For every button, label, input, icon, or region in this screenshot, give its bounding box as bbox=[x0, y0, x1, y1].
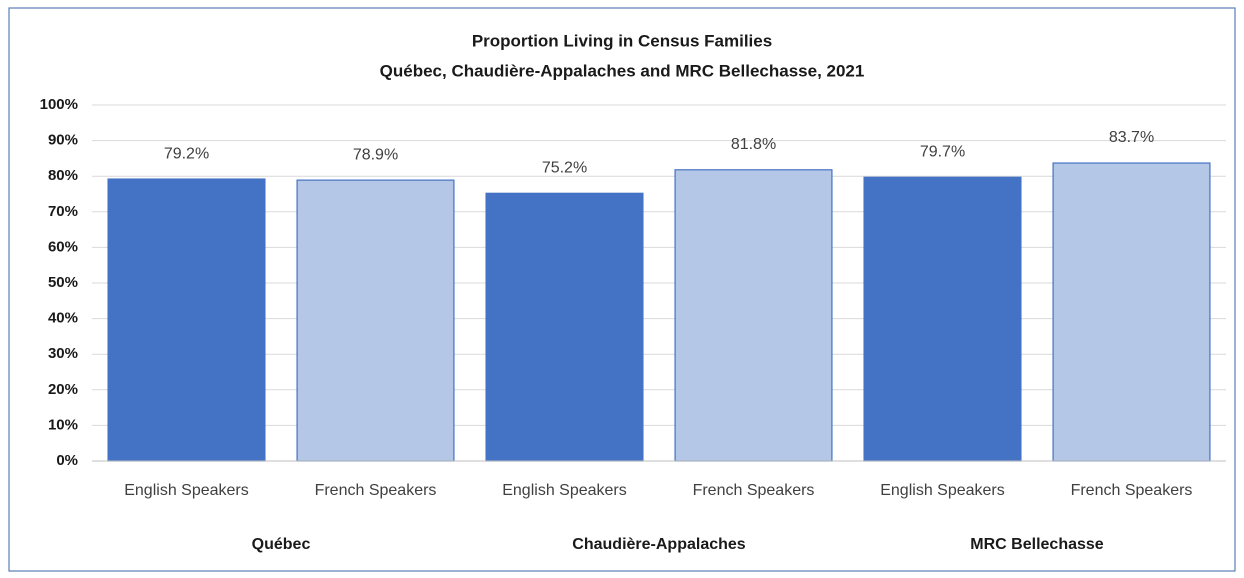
y-tick-label: 30% bbox=[48, 345, 78, 362]
y-tick-label: 10% bbox=[48, 416, 78, 433]
y-tick-label: 90% bbox=[48, 132, 78, 149]
data-label: 83.7% bbox=[1109, 129, 1154, 146]
group-label: MRC Bellechasse bbox=[970, 536, 1103, 553]
y-tick-label: 20% bbox=[48, 381, 78, 398]
data-label: 79.2% bbox=[164, 145, 209, 162]
x-tick-label: French Speakers bbox=[315, 482, 437, 499]
x-tick-label: English Speakers bbox=[502, 482, 627, 499]
x-tick-label: English Speakers bbox=[880, 482, 1005, 499]
bar bbox=[107, 178, 266, 462]
chart-title: Proportion Living in Census Families bbox=[472, 31, 772, 50]
x-tick-label: French Speakers bbox=[1071, 482, 1193, 499]
y-tick-label: 40% bbox=[48, 310, 78, 327]
bar bbox=[296, 179, 455, 462]
bar bbox=[1052, 162, 1211, 462]
y-tick-label: 50% bbox=[48, 274, 78, 291]
data-label: 78.9% bbox=[353, 146, 398, 163]
y-tick-label: 60% bbox=[48, 238, 78, 255]
y-tick-label: 80% bbox=[48, 167, 78, 184]
group-label: Québec bbox=[252, 536, 311, 553]
x-tick-label: English Speakers bbox=[124, 482, 249, 499]
y-tick-label: 100% bbox=[40, 96, 78, 113]
data-label: 81.8% bbox=[731, 136, 776, 153]
y-tick-label: 0% bbox=[56, 452, 78, 469]
data-label: 75.2% bbox=[542, 160, 587, 177]
bar bbox=[674, 169, 833, 462]
bar bbox=[485, 192, 644, 462]
x-tick-label: French Speakers bbox=[693, 482, 815, 499]
chart-subtitle: Québec, Chaudière-Appalaches and MRC Bel… bbox=[380, 61, 865, 80]
data-label: 79.7% bbox=[920, 143, 965, 160]
group-label: Chaudière-Appalaches bbox=[572, 536, 745, 553]
y-tick-label: 70% bbox=[48, 203, 78, 220]
bar bbox=[863, 176, 1022, 462]
